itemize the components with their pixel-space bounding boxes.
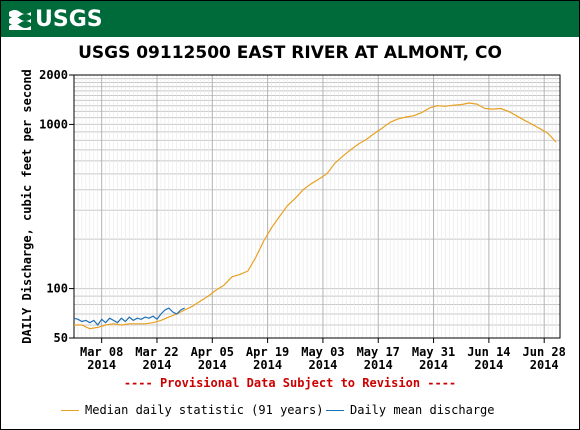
x-tick-year-label: 2014 [364, 358, 393, 372]
usgs-logo: USGS [9, 6, 103, 32]
x-tick-label: May 17 [357, 345, 400, 359]
y-tick-label: 50 [54, 331, 68, 345]
median-series-line [74, 102, 557, 330]
x-tick-label: Jun 14 [467, 345, 510, 359]
x-tick-label: Apr 19 [246, 345, 289, 359]
y-axis-label: DAILY Discharge, cubic feet per second [20, 69, 34, 344]
x-tick-label: May 31 [412, 345, 455, 359]
x-tick-year-label: 2014 [419, 358, 448, 372]
provisional-note: ---- Provisional Data Subject to Revisio… [123, 376, 457, 390]
legend-item-daily-mean: Daily mean discharge [326, 403, 495, 417]
x-tick-year-label: 2014 [308, 358, 337, 372]
legend-label-median: Median daily statistic (91 years) [85, 403, 324, 417]
usgs-banner: USGS [1, 1, 579, 37]
x-tick-year-label: 2014 [474, 358, 503, 372]
legend-item-median: Median daily statistic (91 years) [61, 403, 323, 417]
daily-mean-series-line [73, 307, 185, 326]
x-tick-year-label: 2014 [143, 358, 172, 372]
usgs-logo-icon [9, 10, 31, 30]
usgs-logo-text: USGS [35, 6, 103, 32]
x-tick-year-label: 2014 [253, 358, 282, 372]
major-gridlines [101, 75, 545, 338]
x-tick-label: Mar 22 [135, 345, 178, 359]
y-axis-ticks: 50 100 1000 2000 [39, 68, 74, 345]
y-tick-label: 2000 [39, 68, 68, 82]
x-tick-label: May 03 [301, 345, 344, 359]
x-tick-year-label: 2014 [530, 358, 559, 372]
x-tick-year-label: 2014 [87, 358, 116, 372]
y-tick-label: 1000 [39, 117, 68, 131]
daily-mean-swatch [326, 409, 344, 411]
x-tick-label: Jun 28 [523, 345, 566, 359]
minor-gridlines [73, 74, 561, 339]
legend-label-daily-mean: Daily mean discharge [350, 403, 495, 417]
x-tick-year-label: 2014 [198, 358, 227, 372]
y-tick-label: 100 [46, 282, 68, 296]
chart-title: USGS 09112500 EAST RIVER AT ALMONT, CO [78, 43, 502, 63]
plot-area-border [73, 74, 561, 339]
x-tick-label: Apr 05 [191, 345, 234, 359]
median-swatch [61, 409, 79, 411]
x-tick-label: Mar 08 [80, 345, 123, 359]
series-layer [73, 102, 557, 330]
